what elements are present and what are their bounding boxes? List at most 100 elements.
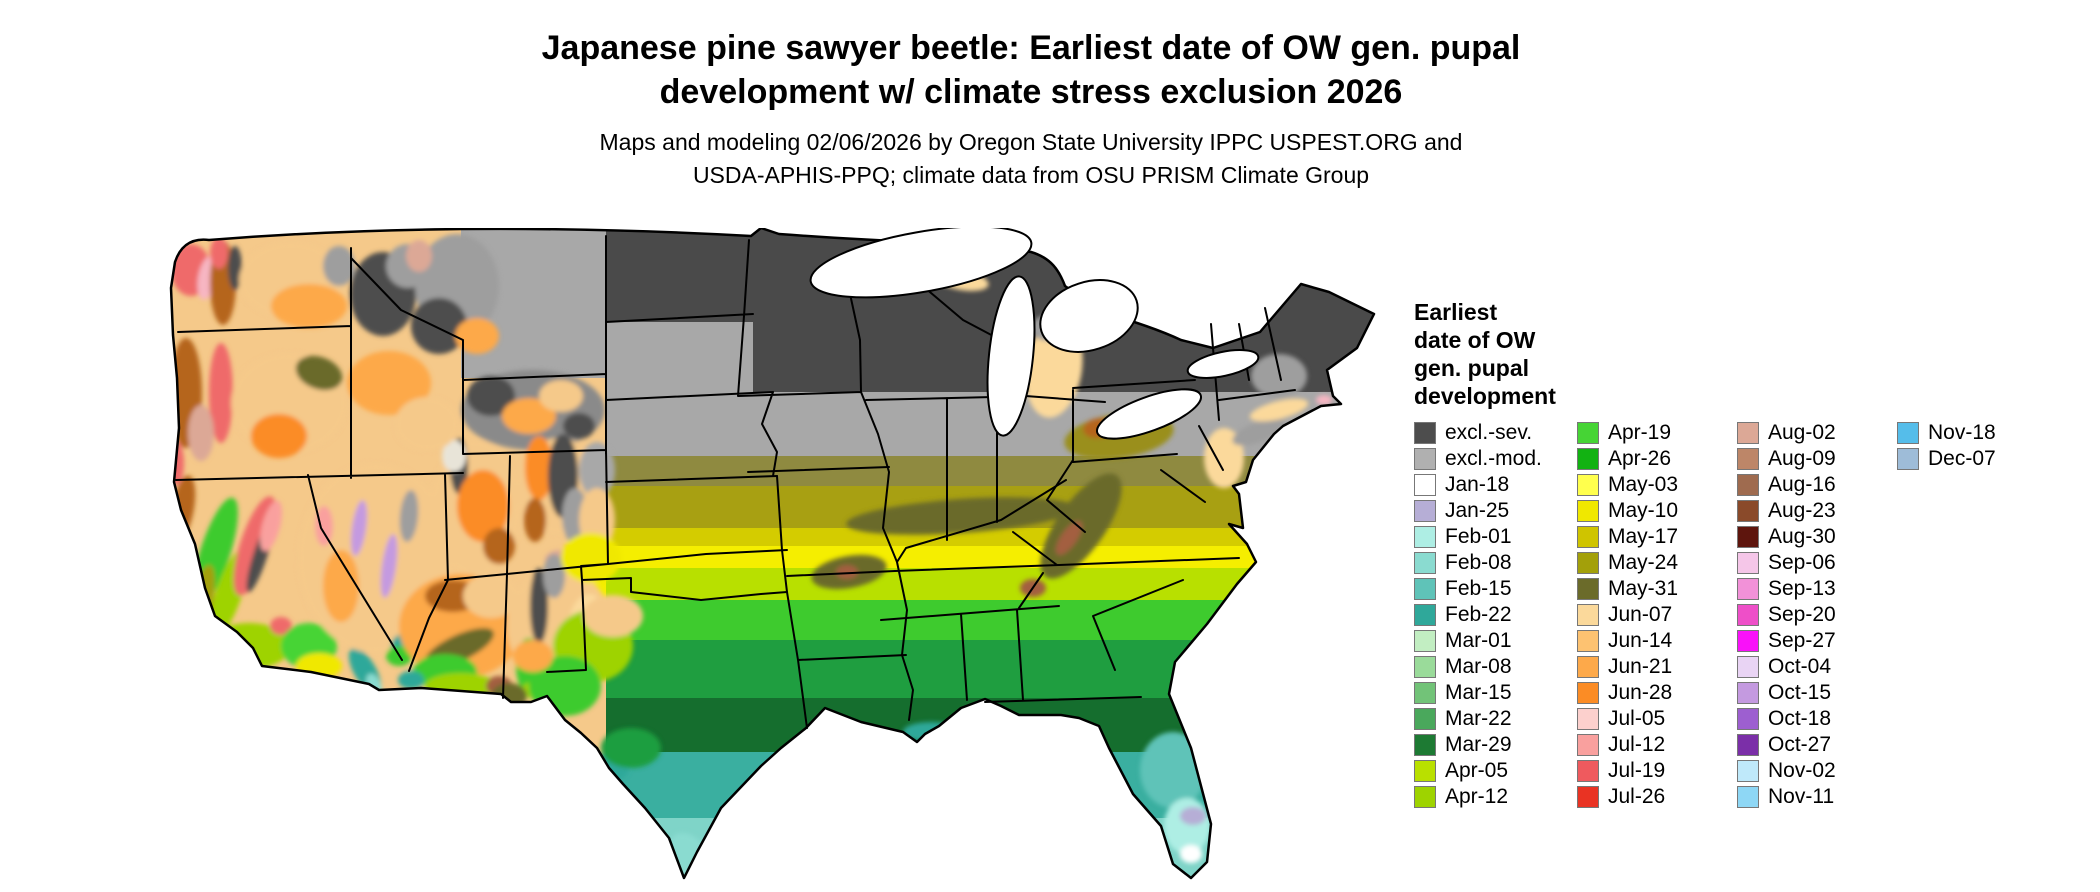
legend-label: Feb-15 (1445, 577, 1512, 600)
legend-swatch (1737, 526, 1759, 548)
legend-label: Mar-01 (1445, 629, 1512, 652)
legend-label: Jan-18 (1445, 473, 1510, 496)
legend-label: Feb-22 (1445, 603, 1512, 626)
legend-swatch (1737, 604, 1759, 626)
chart-title: Japanese pine sawyer beetle: Earliest da… (0, 26, 2062, 114)
legend-entry: Oct-27 (1737, 732, 1897, 758)
legend-entry: Feb-15 (1414, 576, 1577, 602)
legend-swatch (1577, 708, 1599, 730)
legend-swatch (1414, 578, 1436, 600)
title-line-2: development w/ climate stress exclusion … (659, 73, 1403, 111)
legend-swatch (1737, 682, 1759, 704)
legend-swatch (1577, 500, 1599, 522)
legend-label: Nov-02 (1768, 759, 1836, 782)
legend-label: Jan-25 (1445, 499, 1510, 522)
legend-entry: May-03 (1577, 472, 1737, 498)
legend-label: May-03 (1608, 473, 1679, 496)
legend-label: Oct-27 (1768, 733, 1832, 756)
legend-label: Jun-14 (1608, 629, 1673, 652)
legend-column-2: Apr-19 Apr-26 May-03 May-10 May-17 May-24 May-… (1577, 420, 1737, 810)
legend-swatch (1577, 630, 1599, 652)
legend-entry: Dec-07 (1897, 446, 2047, 472)
legend-swatch (1414, 682, 1436, 704)
legend-label: May-24 (1608, 551, 1679, 574)
legend-label: Mar-22 (1445, 707, 1512, 730)
subtitle-line-2: USDA-APHIS-PPQ; climate data from OSU PR… (692, 162, 1370, 188)
legend-entry: Feb-01 (1414, 524, 1577, 550)
legend-label: Jun-28 (1608, 681, 1673, 704)
legend-column-1: excl.-sev. excl.-mod. Jan-18 Jan-25 Feb-01 Fe… (1414, 420, 1577, 810)
legend-swatch (1737, 656, 1759, 678)
legend-entry: Nov-11 (1737, 784, 1897, 810)
legend-swatch (1577, 786, 1599, 808)
legend-title-line-3: gen. pupal (1414, 355, 1529, 381)
legend-label: Jul-26 (1608, 785, 1666, 808)
legend-label: excl.-mod. (1445, 447, 1542, 470)
legend-entry: Apr-26 (1577, 446, 1737, 472)
legend-entry: Oct-18 (1737, 706, 1897, 732)
legend-entry: Feb-22 (1414, 602, 1577, 628)
legend-entry: May-24 (1577, 550, 1737, 576)
legend-entry: Oct-15 (1737, 680, 1897, 706)
legend-entry: Aug-02 (1737, 420, 1897, 446)
legend-swatch (1414, 448, 1436, 470)
legend-entry: excl.-mod. (1414, 446, 1577, 472)
legend-entry: May-17 (1577, 524, 1737, 550)
legend-swatch (1737, 448, 1759, 470)
legend-label: Nov-18 (1928, 421, 1996, 444)
legend-swatch (1414, 474, 1436, 496)
legend-swatch (1414, 604, 1436, 626)
legend-label: Mar-08 (1445, 655, 1512, 678)
legend-label: Oct-04 (1768, 655, 1832, 678)
legend-label: Sep-20 (1768, 603, 1836, 626)
legend-column-4: Nov-18 Dec-07 (1897, 420, 2047, 810)
legend-swatch (1577, 734, 1599, 756)
state-borders (175, 235, 1296, 729)
legend-swatch (1414, 526, 1436, 548)
legend-swatch (1577, 682, 1599, 704)
legend-swatch (1414, 422, 1436, 444)
us-outline (169, 226, 1376, 880)
legend-label: Oct-15 (1768, 681, 1832, 704)
legend-entry: Sep-13 (1737, 576, 1897, 602)
legend-swatch (1414, 760, 1436, 782)
legend-label: Jul-05 (1608, 707, 1666, 730)
legend-label: Feb-08 (1445, 551, 1512, 574)
great-lakes (809, 225, 1260, 440)
legend-label: Apr-12 (1445, 785, 1509, 808)
legend-entry: Feb-08 (1414, 550, 1577, 576)
legend-entry: Jul-19 (1577, 758, 1737, 784)
legend-label: Jul-12 (1608, 733, 1666, 756)
legend-entry: Jan-18 (1414, 472, 1577, 498)
legend-title-line-2: date of OW (1414, 327, 1536, 353)
legend-entry: Jun-07 (1577, 602, 1737, 628)
legend-swatch (1577, 422, 1599, 444)
legend-swatch (1414, 656, 1436, 678)
legend-label: Jun-21 (1608, 655, 1673, 678)
legend-label: Jul-19 (1608, 759, 1666, 782)
legend-entry: May-31 (1577, 576, 1737, 602)
legend-entry: Sep-27 (1737, 628, 1897, 654)
legend-columns: excl.-sev. excl.-mod. Jan-18 Jan-25 Feb-01 Fe… (1414, 420, 2060, 810)
legend-entry: excl.-sev. (1414, 420, 1577, 446)
legend-swatch (1737, 422, 1759, 444)
legend-title-line-4: development (1414, 383, 1556, 409)
legend-entry: May-10 (1577, 498, 1737, 524)
legend-swatch (1577, 760, 1599, 782)
legend-swatch (1414, 630, 1436, 652)
legend-label: May-31 (1608, 577, 1679, 600)
legend-label: Aug-02 (1768, 421, 1836, 444)
legend-entry: Sep-20 (1737, 602, 1897, 628)
legend-label: Aug-09 (1768, 447, 1836, 470)
legend-label: Mar-29 (1445, 733, 1512, 756)
legend-swatch (1897, 422, 1919, 444)
legend-entry: Aug-30 (1737, 524, 1897, 550)
legend-swatch (1414, 786, 1436, 808)
legend-swatch (1577, 526, 1599, 548)
legend-swatch (1414, 500, 1436, 522)
legend-title-line-1: Earliest (1414, 299, 1498, 325)
legend-column-3: Aug-02 Aug-09 Aug-16 Aug-23 Aug-30 Sep-06 Sep-… (1737, 420, 1897, 810)
legend-swatch (1897, 448, 1919, 470)
legend-entry: Jan-25 (1414, 498, 1577, 524)
legend-swatch (1414, 708, 1436, 730)
